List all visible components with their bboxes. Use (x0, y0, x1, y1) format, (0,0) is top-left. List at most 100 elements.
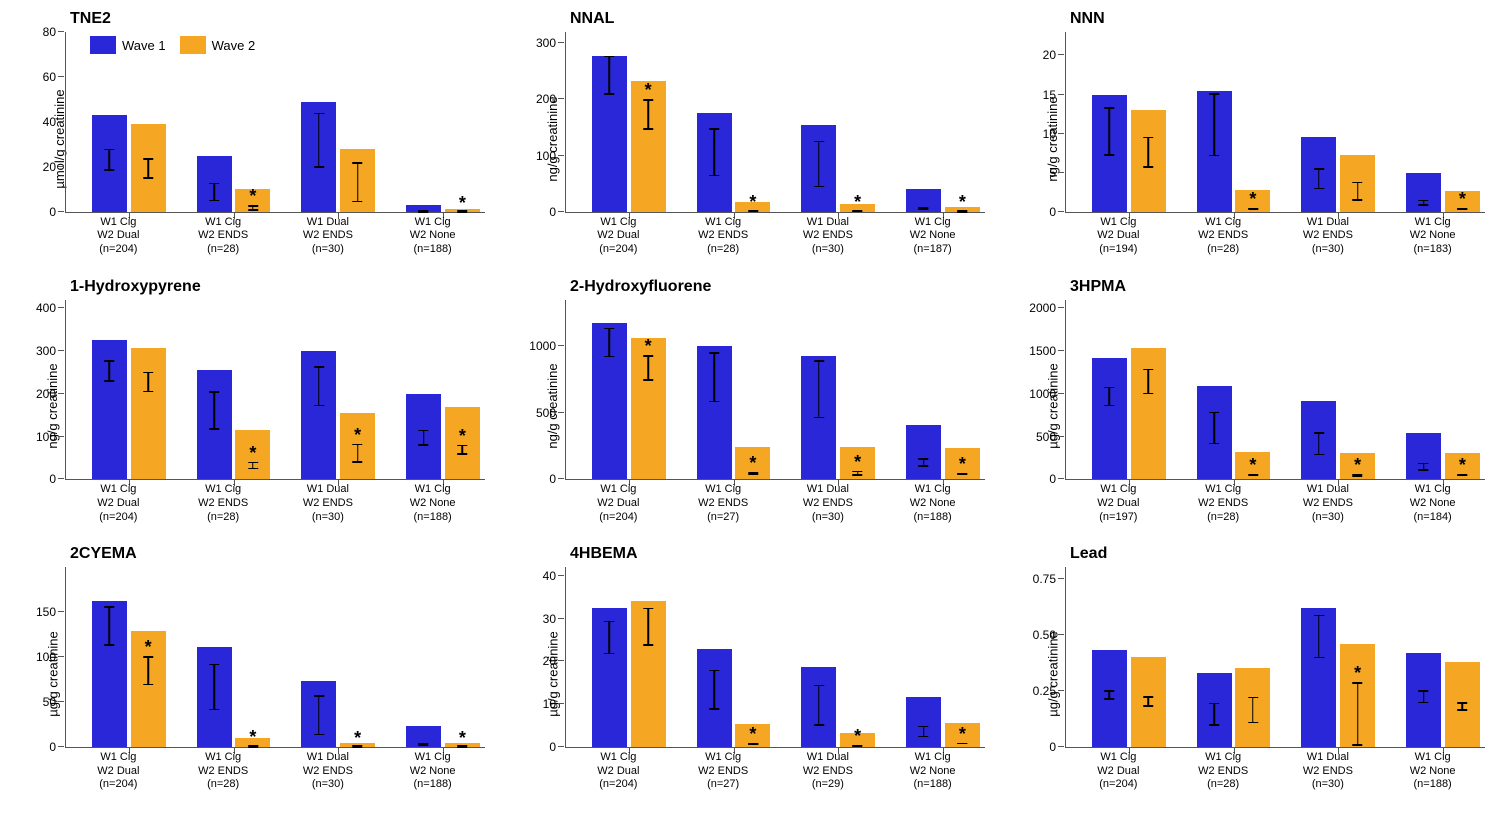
panel-title: 4HBEMA (570, 545, 638, 563)
significance-star: * (959, 455, 966, 473)
significance-star: * (1249, 456, 1256, 474)
bar-wave1 (1092, 95, 1127, 212)
x-label: W1 CigW2 ENDS(n=28) (171, 747, 276, 792)
plot-area: 00.250.500.75*W1 CigW2 Dual(n=204)W1 Cig… (1065, 567, 1485, 748)
x-label: W1 DualW2 ENDS(n=30) (276, 747, 381, 792)
x-label-line: W1 Cig (1380, 216, 1485, 230)
x-label-line: W2 Dual (66, 497, 171, 511)
y-tick-label: 0 (1049, 472, 1066, 486)
x-label-line: W1 Cig (671, 483, 776, 497)
x-label-line: (n=28) (671, 243, 776, 257)
y-axis-label: µg/g creatinine (1045, 631, 1060, 717)
x-label-line: (n=204) (566, 243, 671, 257)
bar-group: * (292, 567, 384, 747)
bar-group: * (1292, 567, 1384, 747)
significance-star: * (249, 187, 256, 205)
x-label-line: W1 Cig (1380, 483, 1485, 497)
panel-tne2: TNE2µmol/g creatinine020406080**W1 CigW2… (10, 10, 490, 268)
x-label: W1 CigW2 ENDS(n=27) (671, 747, 776, 792)
bar-wave1 (1301, 608, 1336, 747)
x-label: W1 DualW2 ENDS(n=30) (776, 212, 881, 257)
bar-group (1188, 567, 1280, 747)
plot-area: 050100150****W1 CigW2 Dual(n=204)W1 CigW… (65, 567, 485, 748)
significance-star: * (1354, 664, 1361, 682)
y-tick-label: 0 (549, 740, 566, 754)
bar-wave2: * (1445, 191, 1480, 212)
panel-1-hydroxypyrene: 1-Hydroxypyreneng/g creatinine0100200300… (10, 278, 490, 536)
bar-group: * (792, 32, 884, 212)
y-tick-label: 0 (49, 740, 66, 754)
y-tick-label: 300 (36, 344, 66, 358)
x-label-line: W1 Cig (880, 483, 985, 497)
x-label-line: W2 ENDS (671, 229, 776, 243)
bar-wave2 (1131, 110, 1166, 212)
y-tick-label: 40 (543, 569, 566, 583)
x-labels: W1 CigW2 Dual(n=204)W1 CigW2 ENDS(n=28)W… (66, 747, 485, 792)
y-tick-label: 20 (1043, 48, 1066, 62)
bar-group: * (688, 567, 780, 747)
y-tick-label: 1000 (1029, 387, 1066, 401)
x-label-line: W2 None (380, 229, 485, 243)
x-labels: W1 CigW2 Dual(n=204)W1 CigW2 ENDS(n=28)W… (66, 212, 485, 257)
x-label-line: W2 Dual (1066, 765, 1171, 779)
bar-wave2 (1131, 348, 1166, 480)
x-label-line: W1 Dual (776, 483, 881, 497)
y-tick-label: 0 (549, 205, 566, 219)
x-label: W1 CigW2 ENDS(n=28) (1171, 212, 1276, 257)
x-labels: W1 CigW2 Dual(n=197)W1 CigW2 ENDS(n=28)W… (1066, 479, 1485, 524)
bar-wave1 (197, 370, 232, 479)
x-label-line: (n=28) (1171, 778, 1276, 792)
x-label-line: W1 Cig (380, 751, 485, 765)
x-label-line: W2 Dual (1066, 229, 1171, 243)
bar-group (83, 300, 175, 480)
x-labels: W1 CigW2 Dual(n=194)W1 CigW2 ENDS(n=28)W… (1066, 212, 1485, 257)
panel-title: NNAL (570, 10, 614, 28)
plot-area: 010203040***W1 CigW2 Dual(n=204)W1 CigW2… (565, 567, 985, 748)
x-label-line: W2 ENDS (171, 765, 276, 779)
x-label: W1 DualW2 ENDS(n=30) (776, 479, 881, 524)
x-label-line: W1 Cig (566, 751, 671, 765)
x-labels: W1 CigW2 Dual(n=204)W1 CigW2 ENDS(n=28)W… (1066, 747, 1485, 792)
x-label-line: (n=194) (1066, 243, 1171, 257)
bar-wave2: * (1340, 644, 1375, 747)
x-label-line: (n=204) (566, 511, 671, 525)
significance-star: * (645, 81, 652, 99)
x-label-line: W2 None (380, 497, 485, 511)
bar-wave1 (592, 323, 627, 479)
y-tick-label: 0 (49, 205, 66, 219)
y-tick-label: 500 (1036, 430, 1066, 444)
x-label-line: W1 Cig (1171, 216, 1276, 230)
x-label-line: W1 Cig (1066, 751, 1171, 765)
x-label-line: (n=27) (671, 511, 776, 525)
x-label: W1 CigW2 None(n=188) (1380, 747, 1485, 792)
x-label-line: W1 Dual (276, 483, 381, 497)
bar-wave1 (406, 394, 441, 480)
plot-area: 05101520**W1 CigW2 Dual(n=194)W1 CigW2 E… (1065, 32, 1485, 213)
y-tick-label: 2000 (1029, 301, 1066, 315)
x-label-line: W1 Cig (671, 751, 776, 765)
x-label-line: W2 ENDS (1276, 229, 1381, 243)
x-label-line: W2 None (380, 765, 485, 779)
bar-group: * (397, 300, 489, 480)
x-label-line: (n=204) (1066, 778, 1171, 792)
x-label-line: W1 Cig (1171, 483, 1276, 497)
bar-group: * (897, 567, 989, 747)
x-label-line: W1 Dual (276, 216, 381, 230)
y-tick-label: 10 (543, 697, 566, 711)
y-tick-label: 60 (43, 70, 66, 84)
x-label-line: W1 Cig (171, 216, 276, 230)
significance-star: * (459, 729, 466, 747)
x-label-line: W2 None (1380, 497, 1485, 511)
bar-group: * (792, 567, 884, 747)
x-label: W1 CigW2 Dual(n=204) (66, 212, 171, 257)
x-label-line: (n=28) (1171, 511, 1276, 525)
x-labels: W1 CigW2 Dual(n=204)W1 CigW2 ENDS(n=27)W… (566, 747, 985, 792)
x-label-line: W2 Dual (566, 229, 671, 243)
x-label-line: W1 Dual (1276, 216, 1381, 230)
plot-area: 0500100015002000***W1 CigW2 Dual(n=197)W… (1065, 300, 1485, 481)
bar-group: * (583, 32, 675, 212)
y-tick-label: 20 (43, 160, 66, 174)
bar-wave1 (906, 697, 941, 747)
y-tick-label: 10 (1043, 127, 1066, 141)
bar-wave1 (92, 340, 127, 479)
